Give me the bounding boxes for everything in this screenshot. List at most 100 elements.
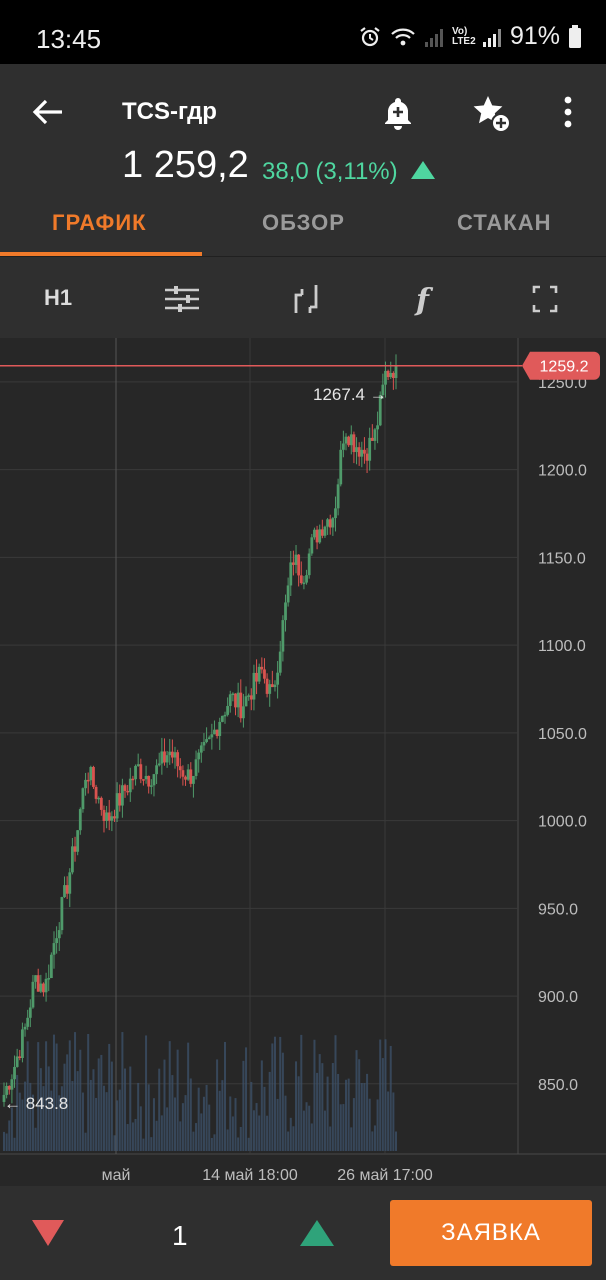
quantity-value[interactable]: 1 [172,1220,188,1251]
volume-bar [371,1131,374,1151]
candle-body [57,930,61,939]
candle-body [97,797,101,800]
volume-bar [260,1060,263,1151]
volume-bar [273,1036,276,1151]
candle-body [368,437,372,461]
candle-body [52,943,56,955]
volume-bar [5,1133,8,1151]
candle-body [305,575,308,583]
more-vert-icon[interactable] [556,92,580,132]
volume-bar [60,1086,63,1151]
candle-body [128,778,132,793]
candle-body [339,449,343,485]
volume-bar [145,1035,148,1151]
volume-bar [129,1066,132,1151]
volume-bar [29,1082,32,1151]
volume-bar [174,1097,177,1151]
candle-body [215,729,219,736]
volume-bar [181,1103,184,1151]
volume-bar [116,1100,119,1151]
candle-body [315,529,319,543]
tab-bar: ГРАФИК ОБЗОР СТАКАН [0,190,606,256]
candle-body [244,696,248,707]
low-marker-label: ← 843.8 [4,1094,68,1113]
tab-chart[interactable]: ГРАФИК [52,210,147,235]
volume-bar [105,1092,108,1151]
buy-increase-icon[interactable] [298,1218,336,1248]
candle-body [149,785,153,787]
volume-bar [113,1135,116,1151]
candle-body [144,775,148,780]
volume-bar [287,1131,290,1151]
volume-bar [268,1071,271,1151]
volume-bar [160,1115,163,1151]
timeframe-button[interactable]: H1 [44,285,73,310]
y-tick-label: 850.0 [538,1077,578,1094]
candle-body [126,790,130,793]
last-price: 1 259,2 [122,144,249,186]
high-marker-label: 1267.4 → [313,385,387,404]
candle-body [163,751,166,763]
volume-bar [252,1110,255,1151]
volume-bar [263,1086,266,1151]
candle-body [302,582,306,585]
candle-body [21,1029,24,1059]
back-arrow-icon[interactable] [28,92,68,132]
volume-bar [276,1098,279,1151]
candle-body [2,1094,6,1102]
candle-body [152,774,156,786]
y-tick-label: 1150.0 [538,550,586,567]
bell-plus-icon[interactable] [378,92,418,132]
volume-bar [152,1098,155,1151]
candle-body [213,729,216,735]
volume-bar [292,1126,295,1151]
volume-bar [258,1115,261,1151]
volume-bar [316,1072,319,1151]
candle-body [313,529,316,538]
candle-body [86,779,90,782]
indicators-function-icon[interactable]: f [410,279,440,319]
candle-body [5,1085,9,1095]
tab-overview[interactable]: ОБЗОР [262,210,345,235]
volume-bar [229,1096,232,1151]
candle-body [84,779,87,789]
tab-orderbook[interactable]: СТАКАН [457,210,552,235]
fullscreen-icon[interactable] [530,279,560,319]
order-button[interactable]: ЗАЯВКА [390,1200,592,1266]
volume-bar [95,1097,98,1151]
status-time: 13:45 [36,24,102,54]
volume-bar [89,1079,92,1151]
volume-bar [87,1034,90,1151]
volume-bar [226,1129,229,1151]
volume-bar [24,1081,27,1151]
candle-body [120,785,124,806]
candle-body [7,1085,11,1090]
candle-body [270,684,274,688]
candlestick-chart[interactable]: 1250.01200.01150.01100.01050.01000.0950.… [0,338,606,1186]
volume-bar [155,1120,158,1151]
volume-bar [289,1117,292,1151]
candle-body [360,449,364,457]
candle-body [147,775,151,787]
candle-body [370,437,374,441]
sell-decrease-icon[interactable] [30,1218,66,1248]
chart-type-icon[interactable] [288,279,322,319]
volume-bar [179,1121,182,1151]
star-add-icon[interactable] [470,92,514,136]
volume-bar [100,1054,103,1151]
volume-bar [92,1069,95,1151]
y-tick-label: 1100.0 [538,638,586,655]
volume-bar [395,1131,397,1151]
volume-bar [302,1110,305,1151]
x-tick-label: 14 май 18:00 [202,1167,298,1184]
volume-bar [250,1081,253,1151]
volume-bar [39,1068,42,1151]
candle-body [276,672,280,685]
settings-sliders-icon[interactable] [162,279,202,319]
order-bar: 1 ЗАЯВКА [0,1186,606,1280]
candle-body [260,666,264,670]
price-chart[interactable]: 1250.0 1200.0 1150.0 1100.0 1050.0 1000.0 950.… [0,338,606,1186]
candle-body [341,443,345,450]
candle-body [257,666,261,682]
volume-bar [334,1035,337,1151]
